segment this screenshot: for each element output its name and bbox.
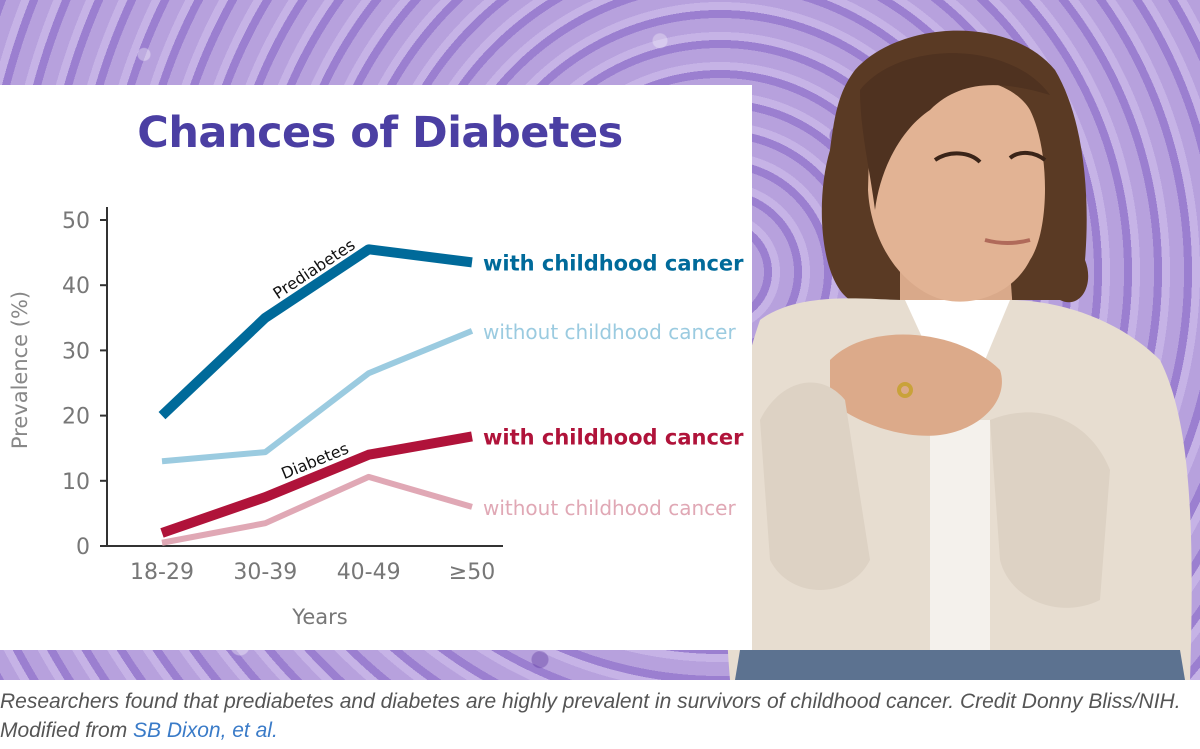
chart-title: Chances of Diabetes (137, 108, 623, 158)
chart-series (158, 244, 474, 546)
series-line (160, 431, 473, 538)
y-tick-label: 30 (62, 339, 90, 364)
y-tick-label: 0 (76, 535, 90, 560)
series-end-label: with childhood cancer (483, 251, 744, 275)
y-tick-label: 40 (62, 274, 90, 299)
series-line (158, 244, 473, 420)
y-tick-label: 20 (62, 405, 90, 430)
series-end-label: without childhood cancer (483, 496, 736, 520)
y-tick-label: 10 (62, 470, 90, 495)
series-end-label: with childhood cancer (483, 425, 744, 449)
chart-axes (100, 207, 503, 547)
hero-image: Chances of Diabetes 0 10 20 30 40 50 18-29 30-3… (0, 0, 1200, 680)
series-line (161, 473, 473, 546)
caption-text: Researchers found that prediabetes and d… (0, 690, 1181, 742)
chart-labels: 0 10 20 30 40 50 18-29 30-39 40-49 ≥50 Prevalence … (8, 209, 744, 629)
line-chart: 0 10 20 30 40 50 18-29 30-39 40-49 ≥50 Prevalence … (8, 207, 744, 629)
y-tick-label: 50 (62, 209, 90, 234)
series-end-label: without childhood cancer (483, 320, 736, 344)
x-tick-label: 40-49 (337, 560, 401, 585)
y-axis-label: Prevalence (%) (8, 291, 32, 449)
x-tick-label: ≥50 (449, 560, 495, 585)
x-axis-label: Years (291, 605, 347, 629)
series-line (161, 328, 474, 465)
citation-link[interactable]: SB Dixon, et al. (133, 719, 278, 742)
x-tick-label: 30-39 (233, 560, 297, 585)
image-caption: Researchers found that prediabetes and d… (0, 687, 1195, 745)
x-tick-label: 18-29 (130, 560, 194, 585)
woman-photo (725, 30, 1192, 680)
